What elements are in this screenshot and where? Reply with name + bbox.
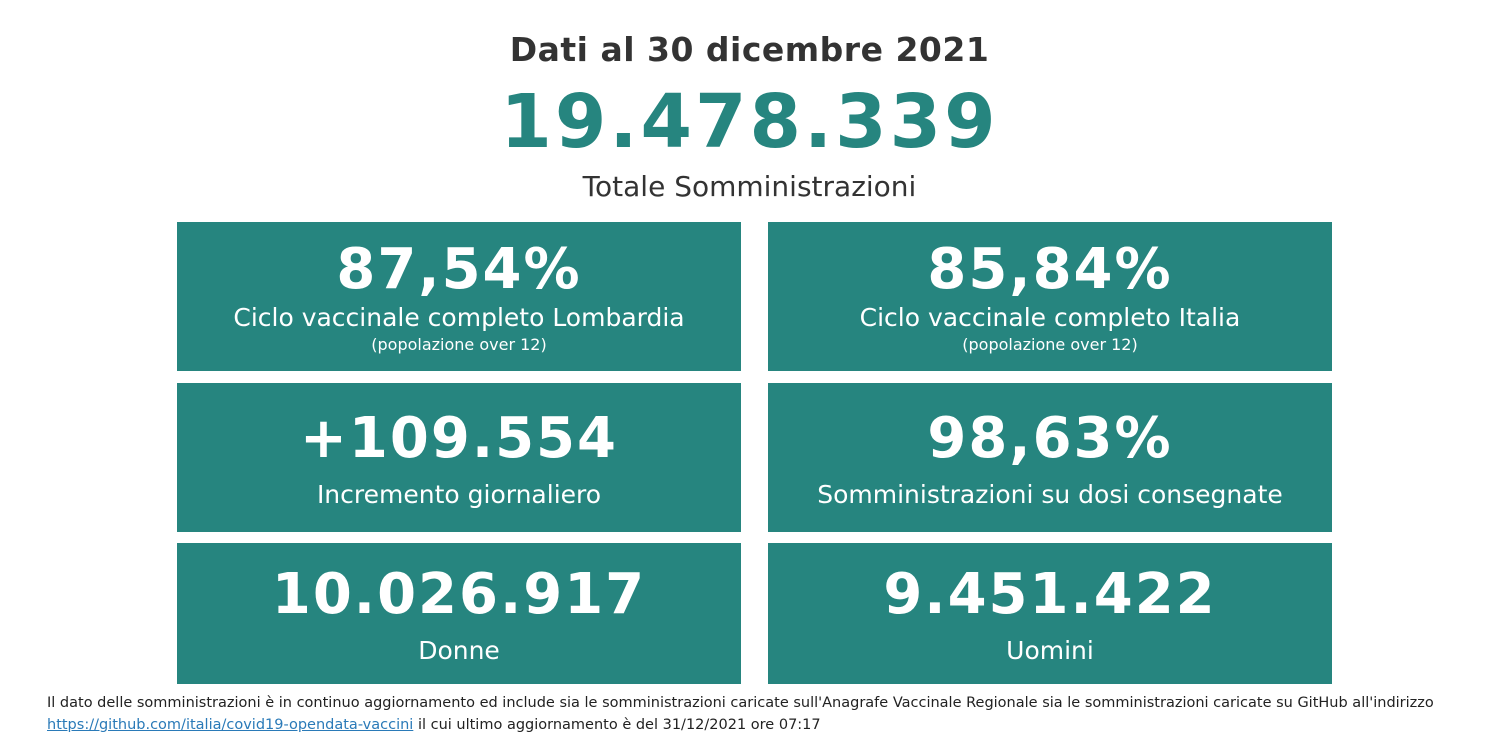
card-label: Donne — [418, 636, 500, 665]
card-women: 10.026.917 Donne — [177, 543, 741, 684]
card-daily-increment: +109.554 Incremento giornaliero — [177, 383, 741, 532]
card-value: 87,54% — [336, 237, 582, 302]
card-italia-complete-cycle: 85,84% Ciclo vaccinale completo Italia (… — [768, 222, 1332, 371]
card-value: 10.026.917 — [271, 562, 647, 627]
total-administrations-value: 19.478.339 — [500, 79, 999, 165]
card-label: Uomini — [1006, 636, 1094, 665]
card-value: 98,63% — [927, 406, 1173, 471]
card-value: 85,84% — [927, 237, 1173, 302]
card-value: +109.554 — [300, 406, 618, 471]
card-note: (popolazione over 12) — [962, 335, 1138, 354]
card-note: (popolazione over 12) — [371, 335, 547, 354]
card-label: Ciclo vaccinale completo Italia — [859, 303, 1241, 332]
footer-text-after: il cui ultimo aggiornamento è del 31/12/… — [417, 717, 821, 733]
total-administrations-label: Totale Somministrazioni — [582, 170, 917, 203]
github-link[interactable]: https://github.com/italia/covid19-openda… — [47, 717, 414, 733]
card-value: 9.451.422 — [883, 562, 1217, 627]
card-label: Somministrazioni su dosi consegnate — [817, 480, 1283, 509]
footer-note: Il dato delle somministrazioni è in cont… — [47, 692, 1477, 736]
footer-text-before: Il dato delle somministrazioni è in cont… — [47, 695, 1434, 711]
card-administered-vs-delivered: 98,63% Somministrazioni su dosi consegna… — [768, 383, 1332, 532]
card-men: 9.451.422 Uomini — [768, 543, 1332, 684]
data-date-title: Dati al 30 dicembre 2021 — [509, 30, 990, 69]
card-label: Incremento giornaliero — [316, 480, 602, 509]
card-lombardia-complete-cycle: 87,54% Ciclo vaccinale completo Lombardi… — [177, 222, 741, 371]
card-label: Ciclo vaccinale completo Lombardia — [233, 303, 685, 332]
